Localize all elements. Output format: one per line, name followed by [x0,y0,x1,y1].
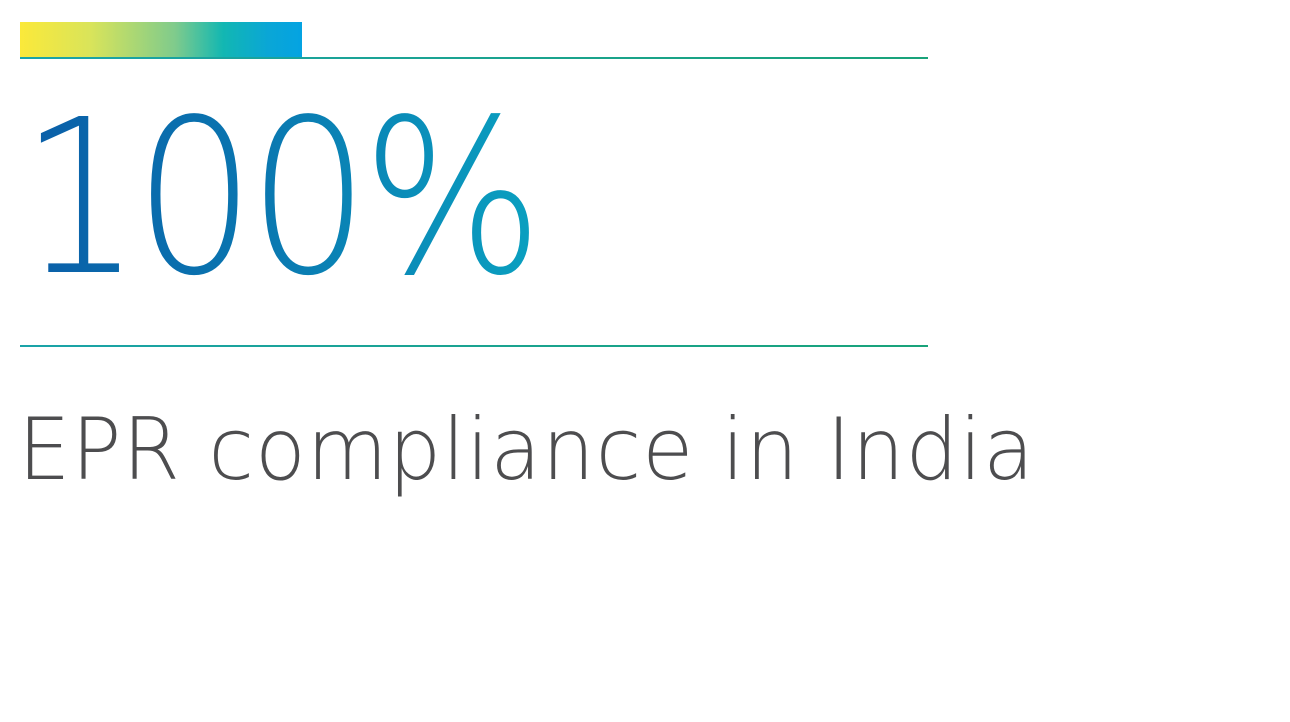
bottom-divider [20,345,928,347]
stat-caption: EPR compliance in India [18,400,1035,500]
top-divider [20,57,928,59]
stat-value: 100% [20,74,543,323]
gradient-accent-bar [20,22,302,58]
